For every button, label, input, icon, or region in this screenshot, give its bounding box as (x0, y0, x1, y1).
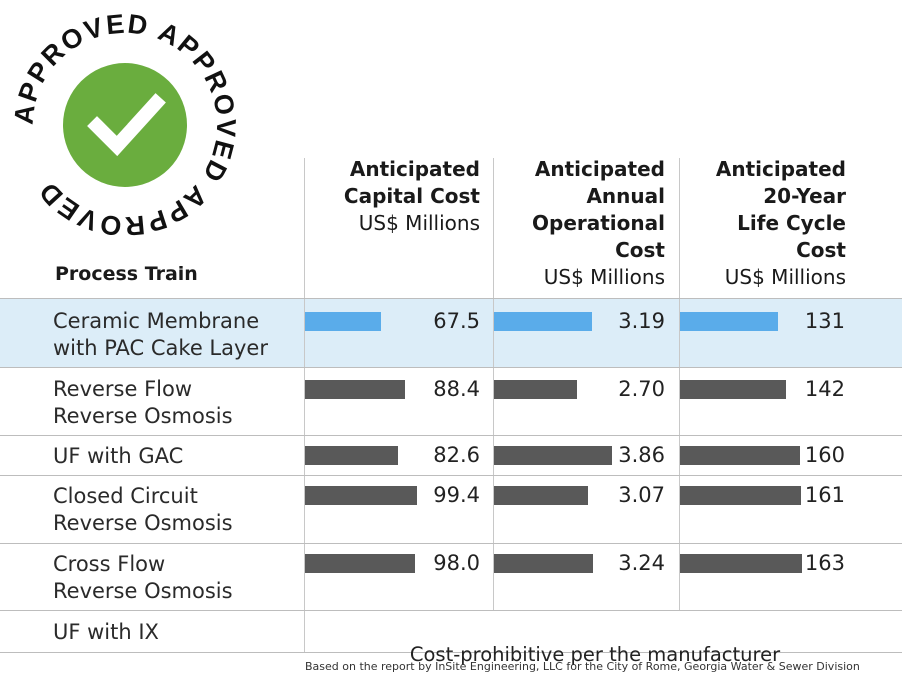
cost-bar (680, 312, 778, 331)
cost-value-label: 161 (804, 483, 845, 507)
cost-bar (305, 380, 405, 399)
operational-units: US$ Millions (543, 265, 665, 289)
cost-value-label: 3.24 (618, 551, 665, 575)
highlight-row (0, 299, 902, 367)
process-train-header: Process Train (55, 263, 198, 285)
cost-bar (305, 554, 416, 573)
row-divider (0, 435, 902, 436)
row-divider (0, 475, 902, 476)
operational-header-line: Annual (586, 184, 665, 208)
cost-value-label: 98.0 (433, 551, 480, 575)
row-divider (0, 543, 902, 544)
column-divider (304, 158, 305, 652)
row-divider (0, 610, 902, 611)
lifecycle-header-line: 20-Year (763, 184, 846, 208)
lifecycle-header-line: Life Cycle (737, 211, 846, 235)
cost-bar (680, 554, 802, 573)
cost-bar (680, 486, 801, 505)
lifecycle-units: US$ Millions (724, 265, 846, 289)
cost-bar (494, 446, 612, 465)
process-train-label: Closed Circuit Reverse Osmosis (53, 484, 233, 535)
process-train-label: Ceramic Membrane with PAC Cake Layer (53, 309, 268, 360)
row-divider (0, 298, 902, 299)
operational-cost-header: Anticipated Annual Operational Cost US$ … (485, 156, 665, 291)
cost-bar (305, 312, 382, 331)
cost-value-label: 160 (804, 443, 845, 467)
cost-value-label: 3.07 (618, 483, 665, 507)
cost-bar (305, 486, 417, 505)
lifecycle-header-line: Cost (796, 238, 846, 262)
cost-value-label: 82.6 (433, 443, 480, 467)
cost-value-label: 142 (804, 377, 845, 401)
cost-value-label: 2.70 (618, 377, 665, 401)
process-train-label: Reverse Flow Reverse Osmosis (53, 377, 233, 428)
cost-value-label: 3.19 (618, 309, 665, 333)
capital-header-line: Capital Cost (343, 184, 480, 208)
source-note: Based on the report by InSite Engineerin… (305, 660, 860, 673)
process-train-label: UF with IX (53, 620, 159, 644)
column-divider (493, 158, 494, 610)
cost-value-label: 131 (804, 309, 845, 333)
cost-bar (494, 486, 588, 505)
cost-bar (494, 312, 592, 331)
cost-value-label: 67.5 (433, 309, 480, 333)
cost-value-label: 88.4 (433, 377, 480, 401)
cost-prohibitive-note: Cost-prohibitive per the manufacturer (409, 643, 781, 666)
cost-value-label: 163 (804, 551, 845, 575)
column-divider (679, 158, 680, 610)
cost-value-label: 99.4 (433, 483, 480, 507)
operational-header-line: Operational (532, 211, 665, 235)
checkmark-icon (87, 93, 166, 157)
cost-bar (305, 446, 399, 465)
cost-bar (680, 380, 787, 399)
capital-cost-header: Anticipated Capital Cost US$ Millions (300, 156, 480, 237)
cost-value-label: 3.86 (618, 443, 665, 467)
operational-header-line: Cost (615, 238, 665, 262)
approved-stamp: APPROVED APPROVED APPROVED (9, 9, 240, 242)
capital-units: US$ Millions (358, 211, 480, 235)
approved-badge-circle (63, 63, 187, 187)
row-divider (0, 652, 902, 653)
process-train-label: UF with GAC (53, 444, 184, 468)
cost-bar (680, 446, 800, 465)
lifecycle-cost-header: Anticipated 20-Year Life Cycle Cost US$ … (666, 156, 846, 291)
cost-bar (494, 554, 593, 573)
capital-header-line: Anticipated (349, 157, 480, 181)
operational-header-line: Anticipated (534, 157, 665, 181)
process-train-label: Cross Flow Reverse Osmosis (53, 552, 233, 603)
row-divider (0, 367, 902, 368)
cost-bar (494, 380, 577, 399)
lifecycle-header-line: Anticipated (715, 157, 846, 181)
